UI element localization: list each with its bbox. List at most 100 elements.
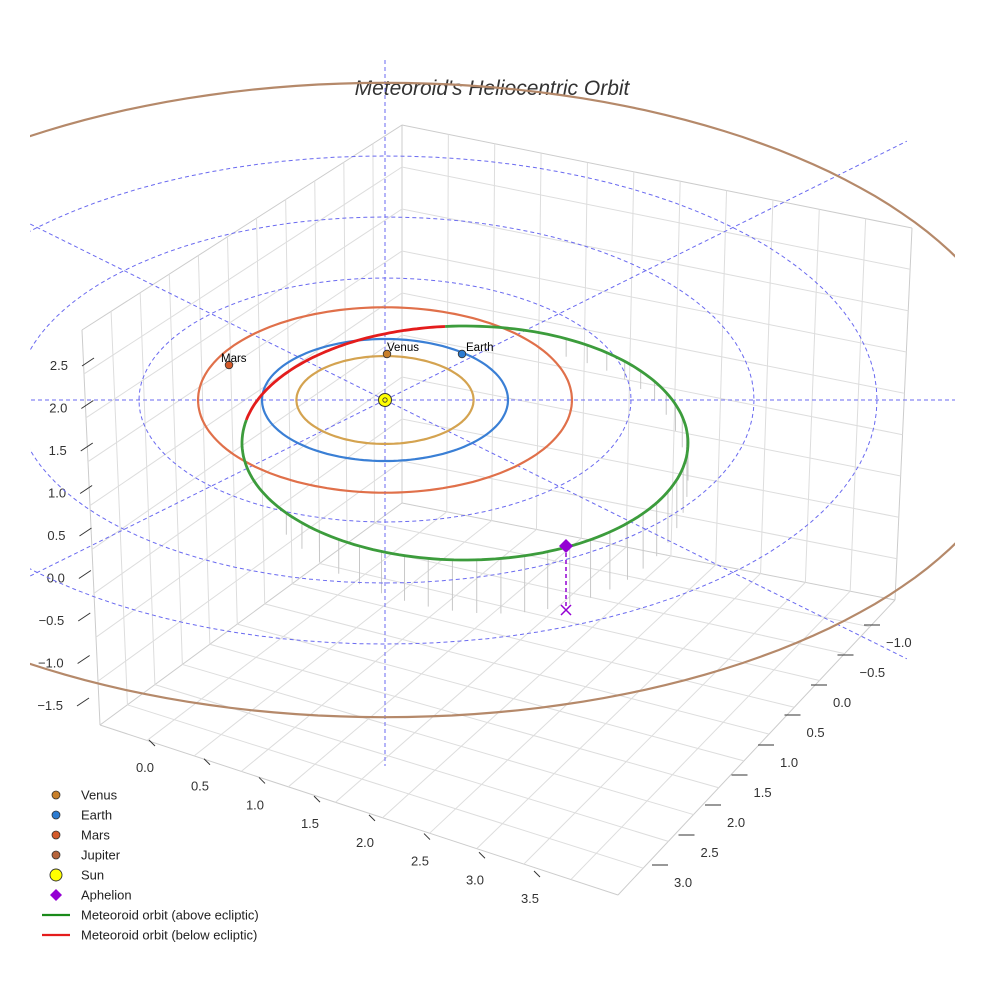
x-axis-tick-label: 2.0 [356, 835, 374, 850]
gridline [715, 190, 728, 565]
gridline [83, 166, 911, 375]
gridline [374, 522, 870, 628]
y-axis-tick-label: 2.5 [701, 845, 719, 860]
planet-orbits [30, 81, 955, 719]
gridline [87, 250, 907, 463]
gridline [292, 583, 795, 708]
planet-label-venus: Venus [387, 342, 419, 354]
gridline [849, 218, 867, 592]
gridline [476, 573, 761, 849]
gridline [182, 663, 694, 816]
gridline [168, 274, 183, 665]
meteoroid-orbit [240, 324, 690, 562]
y-axis-tick-label: 0.0 [833, 695, 851, 710]
gridline [146, 511, 448, 741]
x-axis-tick-label: 0.5 [191, 779, 209, 794]
planet-label-mars: Mars [221, 353, 247, 365]
gridline [91, 334, 903, 550]
x-axis-tick-label: 1.0 [246, 797, 264, 812]
planet-venus [382, 349, 392, 359]
guide-circle [30, 216, 755, 584]
gridline [240, 529, 537, 772]
gridline [429, 564, 717, 834]
guide-spoke [384, 140, 908, 401]
legend-label: Sun [81, 868, 104, 883]
guide-circle [138, 277, 632, 523]
x-axis-tick-mark [258, 777, 266, 784]
y-axis-tick-label: 3.0 [674, 875, 692, 890]
x-axis-tick-mark [478, 851, 486, 859]
gridline [535, 153, 542, 530]
z-axis-tick-mark [79, 527, 92, 537]
y-axis-tick-label: 1.5 [754, 785, 772, 800]
gridline [760, 199, 774, 574]
gridline [89, 292, 905, 507]
z-axis-tick-label: 2.0 [49, 401, 67, 416]
gridline [580, 162, 588, 539]
box-edge [401, 502, 896, 601]
x-axis-tick-mark [423, 833, 431, 840]
gridline [382, 555, 672, 819]
axes-box [81, 124, 913, 896]
planet-mars [224, 360, 234, 370]
gridline [95, 418, 899, 638]
x-axis-tick-mark [203, 758, 211, 766]
gridline [226, 236, 238, 625]
orbit-earth [260, 337, 510, 463]
gridline [335, 546, 627, 803]
z-axis-tick-label: 2.5 [50, 358, 68, 373]
x-axis-tick-mark [313, 795, 321, 803]
meteoroid-orbit-above [240, 324, 690, 562]
gridline [288, 537, 582, 788]
gridline [523, 582, 806, 865]
orbit-mars [196, 306, 574, 494]
z-axis-tick-label: 1.5 [49, 443, 67, 458]
gridline [93, 376, 901, 594]
guide-circle [30, 155, 878, 645]
z-axis-tick-label: 0.5 [47, 528, 65, 543]
gridline [346, 542, 845, 655]
chart-title: Meteoroid's Heliocentric Orbit [355, 77, 631, 100]
gridline [446, 134, 449, 512]
x-axis-tick-mark [368, 814, 376, 822]
gridline [197, 255, 211, 645]
legend-label: Aphelion [81, 888, 132, 903]
box-edge [99, 502, 403, 726]
legend-label: Earth [81, 808, 112, 823]
x-axis-tick-label: 2.5 [411, 854, 429, 869]
gridline [804, 209, 820, 583]
x-axis-tick-label: 0.0 [136, 760, 154, 775]
z-axis-tick-mark [80, 442, 94, 452]
z-axis-tick-mark [76, 697, 90, 707]
box-edge [81, 124, 403, 331]
legend-label: Jupiter [81, 848, 121, 863]
gridline [127, 704, 644, 869]
legend-label: Meteoroid orbit (below ecliptic) [81, 928, 257, 943]
box-edge [99, 724, 619, 896]
y-axis-tick-label: 2.0 [727, 815, 745, 830]
box-edge [81, 329, 101, 726]
z-axis-tick-mark [77, 612, 91, 622]
x-axis-tick-label: 1.5 [301, 816, 319, 831]
gridline [491, 143, 496, 521]
ecliptic-guides [30, 60, 955, 766]
z-axis-tick-label: 1.0 [48, 486, 66, 501]
legend-label: Meteoroid orbit (above ecliptic) [81, 908, 259, 923]
guide-spoke [384, 399, 908, 660]
planet-label-earth: Earth [466, 342, 494, 354]
meteoroid-orbit-below [245, 325, 446, 421]
legend-label: Venus [81, 788, 118, 803]
gridline [670, 181, 681, 556]
z-axis-tick-mark [81, 357, 95, 367]
gridline [110, 311, 128, 705]
box-edge [894, 227, 913, 601]
orbit-scene: Venus Earth Mars [30, 60, 955, 766]
gridline [209, 643, 719, 789]
y-axis-ticks: −1.0−0.5 0.0 0.5 1.0 1.5 2.0 2.5 3.0 [652, 624, 912, 890]
y-axis-tick-label: −0.5 [860, 665, 886, 680]
y-axis-tick-label: −1.0 [886, 635, 912, 650]
gridline [193, 520, 492, 757]
legend: Venus Earth Mars Jupiter Sun Aphelion Meteoroi… [42, 788, 259, 943]
legend-marker [51, 850, 61, 860]
